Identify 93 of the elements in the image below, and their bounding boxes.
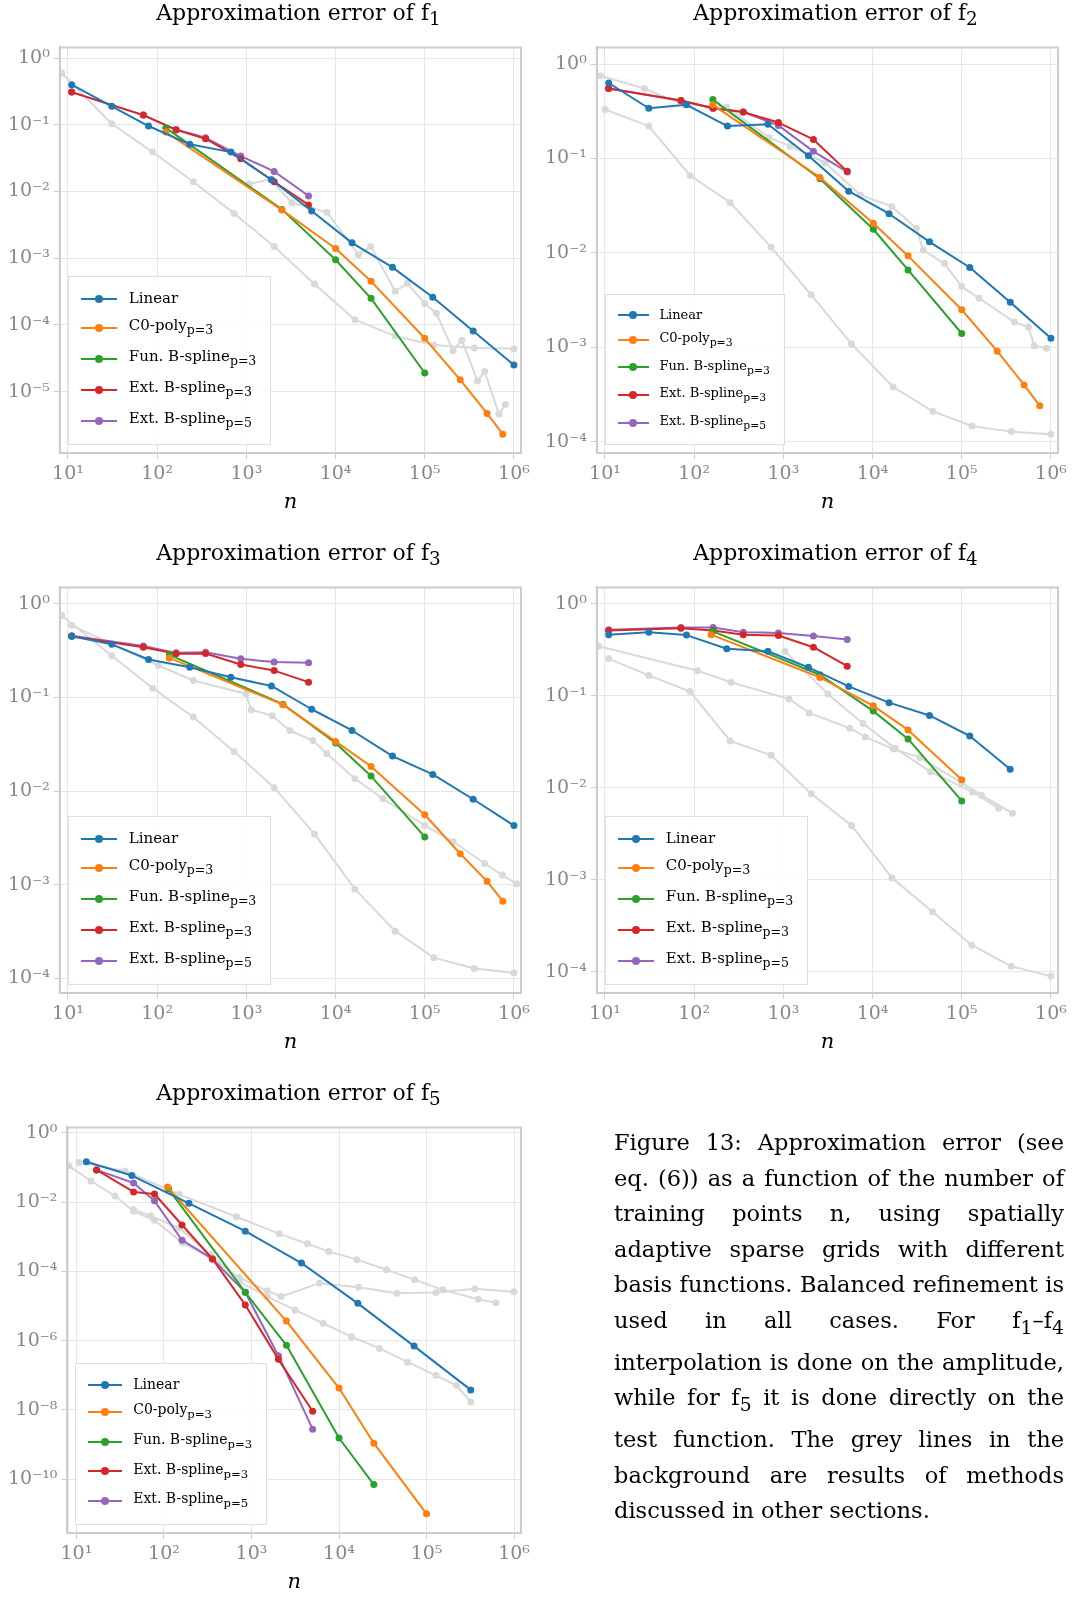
y-tick-label: 10⁻⁶ [15,1327,58,1350]
y-tick-label: 10⁻⁴ [544,428,588,451]
x-tick-label: 10¹ [52,461,84,484]
x-tick-label: 10³ [767,1001,800,1024]
x-tick-label: 10¹ [589,461,621,484]
x-tick-label: 10⁴ [323,1541,356,1564]
x-tick-label: 10⁴ [856,461,889,484]
y-tick-label: 10⁻⁵ [7,378,50,401]
y-tick-label: 10⁰ [555,590,588,613]
chart-title: Approximation error of f$_{5}$ [155,1080,442,1110]
x-tick-label: 10² [678,461,711,484]
x-tick-label: 10⁵ [408,461,441,484]
chart-title: Approximation error of f$_{3}$ [155,540,442,570]
y-tick-label: 10⁻² [544,774,587,797]
x-tick-label: 10³ [767,461,800,484]
legend-label: Fun. B-spline$_{p=3}$ [128,346,257,370]
x-tick-label: 10⁶ [498,1541,531,1564]
y-tick-label: 10⁻¹⁰ [7,1466,58,1489]
legend-label: C0-poly$_{p=3}$ [133,1400,213,1423]
y-tick-label: 10⁻² [544,239,587,262]
y-tick-label: 10⁻⁴ [544,958,588,981]
y-tick-label: 10⁰ [18,45,51,68]
x-tick-label: 10⁴ [319,461,352,484]
legend-label: Fun. B-spline$_{p=3}$ [133,1429,253,1453]
y-tick-label: 10⁻² [7,178,50,201]
legend-label: Ext. B-spline$_{p=3}$ [128,917,253,941]
x-tick-label: 10¹ [589,1001,621,1024]
chart-title: Approximation error of f$_{4}$ [692,540,979,570]
legend-label: Fun. B-spline$_{p=3}$ [665,886,794,910]
legend-label: Ext. B-spline$_{p=3}$ [133,1459,249,1483]
y-tick-label: 10⁻¹ [544,682,587,705]
legend-label: Ext. B-spline$_{p=5}$ [128,408,253,432]
legend-label: C0-poly$_{p=3}$ [128,315,214,339]
y-tick-label: 10⁰ [25,1119,58,1142]
x-axis-title: n [283,488,298,513]
x-tick-label: 10⁵ [945,1001,978,1024]
y-tick-label: 10⁻⁴ [15,1258,58,1281]
y-tick-label: 10⁰ [555,50,588,73]
x-axis-title: n [287,1568,301,1593]
legend-label: Ext. B-spline$_{p=3}$ [128,377,253,401]
y-tick-label: 10⁻³ [544,334,587,357]
x-tick-label: 10³ [230,461,263,484]
legend-label: C0-poly$_{p=3}$ [128,855,214,879]
legend-label: Ext. B-spline$_{p=5}$ [128,948,253,972]
x-tick-label: 10³ [230,1001,263,1024]
x-axis-title: n [820,488,835,513]
x-tick-label: 10⁶ [1035,1001,1068,1024]
y-tick-label: 10⁻¹ [7,111,50,134]
y-tick-label: 10⁻¹ [544,145,587,168]
x-tick-label: 10⁶ [498,1001,531,1024]
legend-label: C0-poly$_{p=3}$ [659,329,733,351]
legend-label: Ext. B-spline$_{p=3}$ [665,917,790,941]
y-tick-label: 10⁻² [7,778,50,801]
x-axis-title: n [283,1028,298,1053]
chart-title: Approximation error of f$_{2}$ [692,0,979,30]
legend-label: Fun. B-spline$_{p=3}$ [659,356,770,379]
legend-label: Linear [133,1375,180,1394]
chart-title: Approximation error of f$_{1}$ [155,0,442,30]
y-tick-label: 10⁻³ [544,866,587,889]
y-tick-label: 10⁻⁸ [15,1396,58,1419]
x-tick-label: 10³ [235,1541,268,1564]
x-tick-label: 10¹ [60,1541,93,1564]
x-tick-label: 10⁵ [408,1001,441,1024]
y-tick-label: 10⁻⁴ [7,311,51,334]
x-tick-label: 10⁵ [945,461,978,484]
y-tick-label: 10⁻² [15,1189,58,1212]
x-tick-label: 10² [141,1001,174,1024]
legend-label: Linear [665,828,716,849]
legend-label: Fun. B-spline$_{p=3}$ [128,886,257,910]
x-tick-label: 10² [141,461,174,484]
legend-label: Ext. B-spline$_{p=5}$ [133,1489,249,1513]
x-tick-label: 10⁴ [856,1001,889,1024]
legend-label: Ext. B-spline$_{p=3}$ [659,384,767,406]
y-tick-label: 10⁻¹ [7,684,50,707]
x-tick-label: 10¹ [52,1001,84,1024]
legend-label: C0-poly$_{p=3}$ [665,855,751,879]
y-tick-label: 10⁻³ [7,245,50,268]
x-tick-label: 10² [678,1001,711,1024]
legend-label: Linear [659,306,703,324]
y-tick-label: 10⁰ [18,590,51,613]
x-tick-label: 10² [148,1541,180,1564]
text: Figure 13: Approximation error (see eq. (6)) as a function of the number of training points n, using spatially adaptive sparse grids with different basis functions. Balanced refinement is used in all cases. For f$_{1}$–f$_{4}$ interpolation is done on the amplitude, while for f$_{5}$ it is done directly on the test function. The grey lines in the background are results of methods discussed in other sections. [614,1129,1065,1523]
legend-label: Linear [128,828,179,849]
y-tick-label: 10⁻⁴ [7,965,51,988]
x-tick-label: 10⁴ [319,1001,352,1024]
x-axis-title: n [820,1028,835,1053]
legend-label: Ext. B-spline$_{p=5}$ [665,948,790,972]
y-tick-label: 10⁻³ [7,871,50,894]
legend-label: Ext. B-spline$_{p=5}$ [659,411,767,434]
legend-label: Linear [128,288,179,309]
x-tick-label: 10⁶ [1035,461,1068,484]
x-tick-label: 10⁵ [410,1541,443,1564]
x-tick-label: 10⁶ [498,461,531,484]
